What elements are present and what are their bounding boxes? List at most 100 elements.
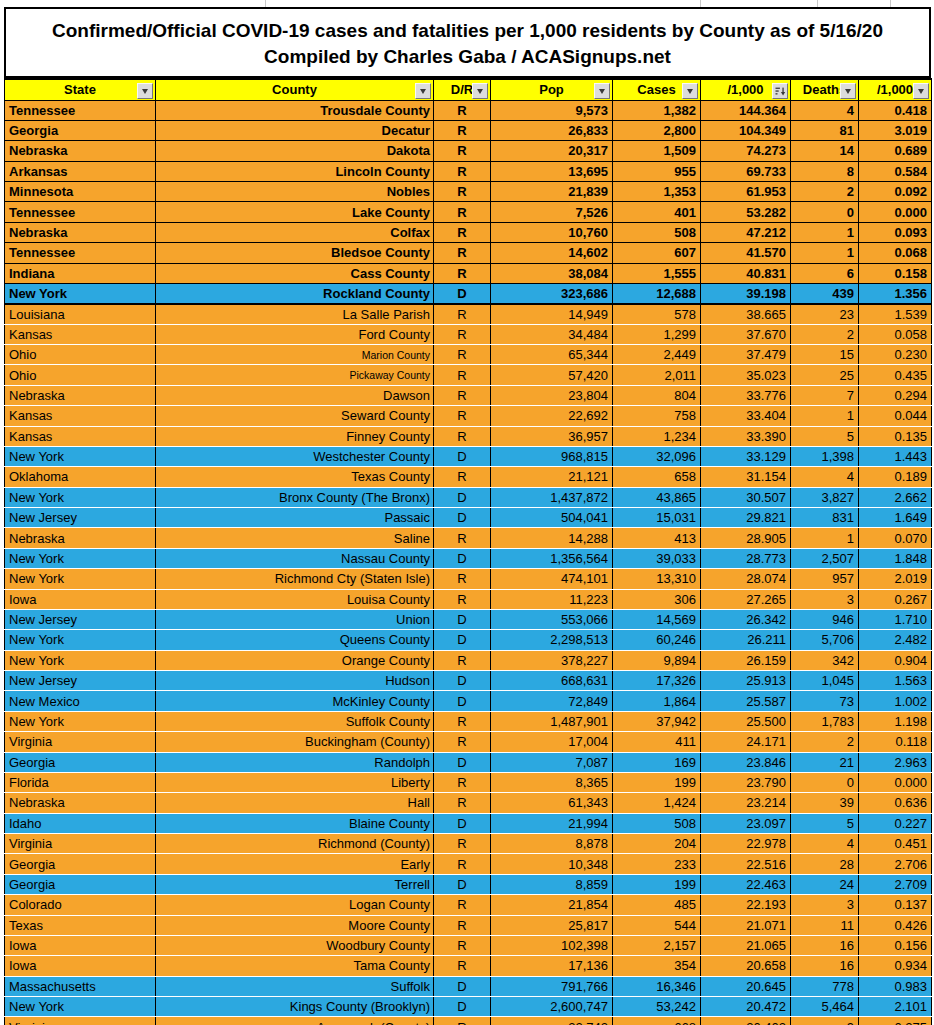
cell-population[interactable]: 791,766 xyxy=(491,976,613,996)
cell-party[interactable]: R xyxy=(434,1017,491,1025)
cell-deaths-per-1000[interactable]: 0.584 xyxy=(859,161,932,181)
cell-deaths-per-1000[interactable]: 0.275 xyxy=(859,1017,932,1025)
cell-party[interactable]: D xyxy=(434,874,491,894)
cell-county[interactable]: Trousdale County xyxy=(156,100,434,120)
cell-cases[interactable]: 607 xyxy=(613,243,701,263)
cell-cases[interactable]: 53,242 xyxy=(613,997,701,1017)
cell-cases-per-1000[interactable]: 26.159 xyxy=(701,650,791,670)
cell-party[interactable]: R xyxy=(434,569,491,589)
cell-cases-per-1000[interactable]: 24.171 xyxy=(701,732,791,752)
cell-party[interactable]: D xyxy=(434,609,491,629)
cell-deaths-per-1000[interactable]: 0.418 xyxy=(859,100,932,120)
cell-county[interactable]: Colfax xyxy=(156,222,434,242)
cell-cases-per-1000[interactable]: 25.500 xyxy=(701,711,791,731)
cell-county[interactable]: Terrell xyxy=(156,874,434,894)
cell-state[interactable]: New York xyxy=(5,650,156,670)
cell-state[interactable]: Nebraska xyxy=(5,222,156,242)
cell-deaths[interactable]: 14 xyxy=(791,141,859,161)
cell-state[interactable]: Kansas xyxy=(5,324,156,344)
cell-cases[interactable]: 204 xyxy=(613,834,701,854)
cell-cases-per-1000[interactable]: 33.776 xyxy=(701,385,791,405)
cell-party[interactable]: D xyxy=(434,976,491,996)
cell-deaths[interactable]: 1 xyxy=(791,222,859,242)
cell-deaths-per-1000[interactable]: 0.044 xyxy=(859,406,932,426)
cell-state[interactable]: New Jersey xyxy=(5,508,156,528)
cell-deaths[interactable]: 73 xyxy=(791,691,859,711)
cell-deaths-per-1000[interactable]: 0.689 xyxy=(859,141,932,161)
cell-population[interactable]: 8,878 xyxy=(491,834,613,854)
cell-population[interactable]: 1,437,872 xyxy=(491,487,613,507)
cell-party[interactable]: R xyxy=(434,243,491,263)
cell-population[interactable]: 72,849 xyxy=(491,691,613,711)
cell-deaths-per-1000[interactable]: 1.443 xyxy=(859,446,932,466)
cell-deaths[interactable]: 2 xyxy=(791,182,859,202)
cell-cases-per-1000[interactable]: 69.733 xyxy=(701,161,791,181)
cell-state[interactable]: Ohio xyxy=(5,345,156,365)
cell-cases[interactable]: 413 xyxy=(613,528,701,548)
cell-population[interactable]: 8,365 xyxy=(491,772,613,792)
cell-cases[interactable]: 60,246 xyxy=(613,630,701,650)
cell-cases-per-1000[interactable]: 23.097 xyxy=(701,813,791,833)
cell-party[interactable]: R xyxy=(434,263,491,283)
cell-deaths[interactable]: 3,827 xyxy=(791,487,859,507)
cell-population[interactable]: 17,136 xyxy=(491,956,613,976)
cell-county[interactable]: Richmond Cty (Staten Isle) xyxy=(156,569,434,589)
cell-population[interactable]: 14,949 xyxy=(491,304,613,324)
cell-cases[interactable]: 1,555 xyxy=(613,263,701,283)
cell-population[interactable]: 504,041 xyxy=(491,508,613,528)
cell-population[interactable]: 61,343 xyxy=(491,793,613,813)
cell-population[interactable]: 22,692 xyxy=(491,406,613,426)
header-pop[interactable]: Pop xyxy=(491,79,613,100)
cell-population[interactable]: 14,602 xyxy=(491,243,613,263)
cell-cases-per-1000[interactable]: 40.831 xyxy=(701,263,791,283)
cell-population[interactable]: 14,288 xyxy=(491,528,613,548)
cell-population[interactable]: 20,317 xyxy=(491,141,613,161)
deaths-per1000-filter-button[interactable] xyxy=(913,83,929,99)
cell-deaths[interactable]: 24 xyxy=(791,874,859,894)
cell-cases-per-1000[interactable]: 26.342 xyxy=(701,609,791,629)
cell-deaths-per-1000[interactable]: 2.019 xyxy=(859,569,932,589)
cell-deaths[interactable]: 2 xyxy=(791,324,859,344)
cell-deaths[interactable]: 4 xyxy=(791,100,859,120)
cell-state[interactable]: Virginia xyxy=(5,834,156,854)
cases-filter-button[interactable] xyxy=(682,83,698,99)
county-filter-button[interactable] xyxy=(415,83,431,99)
header-cases-per1000[interactable]: /1,000 xyxy=(701,79,791,100)
cell-party[interactable]: R xyxy=(434,528,491,548)
cell-county[interactable]: Westchester County xyxy=(156,446,434,466)
cell-party[interactable]: R xyxy=(434,834,491,854)
cell-county[interactable]: Suffolk xyxy=(156,976,434,996)
cell-deaths[interactable]: 831 xyxy=(791,508,859,528)
cell-state[interactable]: Georgia xyxy=(5,874,156,894)
cell-population[interactable]: 668,631 xyxy=(491,671,613,691)
cell-deaths-per-1000[interactable]: 2.709 xyxy=(859,874,932,894)
cell-county[interactable]: La Salle Parish xyxy=(156,304,434,324)
cell-population[interactable]: 11,223 xyxy=(491,589,613,609)
cell-deaths[interactable]: 0 xyxy=(791,202,859,222)
cell-cases-per-1000[interactable]: 41.570 xyxy=(701,243,791,263)
cell-county[interactable]: McKinley County xyxy=(156,691,434,711)
cell-cases-per-1000[interactable]: 33.390 xyxy=(701,426,791,446)
cell-county[interactable]: Cass County xyxy=(156,263,434,283)
cell-state[interactable]: Iowa xyxy=(5,935,156,955)
cell-cases[interactable]: 1,382 xyxy=(613,100,701,120)
cell-deaths-per-1000[interactable]: 1.848 xyxy=(859,548,932,568)
cell-deaths[interactable]: 6 xyxy=(791,263,859,283)
cell-deaths-per-1000[interactable]: 0.904 xyxy=(859,650,932,670)
cell-population[interactable]: 21,994 xyxy=(491,813,613,833)
cell-deaths-per-1000[interactable]: 1.710 xyxy=(859,609,932,629)
cell-state[interactable]: New York xyxy=(5,283,156,303)
cell-cases[interactable]: 2,011 xyxy=(613,365,701,385)
cell-deaths-per-1000[interactable]: 1.539 xyxy=(859,304,932,324)
cell-cases-per-1000[interactable]: 39.198 xyxy=(701,283,791,303)
cell-deaths[interactable]: 8 xyxy=(791,161,859,181)
cell-deaths-per-1000[interactable]: 0.934 xyxy=(859,956,932,976)
cell-cases[interactable]: 169 xyxy=(613,752,701,772)
cell-cases[interactable]: 1,299 xyxy=(613,324,701,344)
cell-cases-per-1000[interactable]: 28.773 xyxy=(701,548,791,568)
cell-deaths-per-1000[interactable]: 0.451 xyxy=(859,834,932,854)
cell-cases-per-1000[interactable]: 28.905 xyxy=(701,528,791,548)
cell-party[interactable]: D xyxy=(434,487,491,507)
cell-deaths[interactable]: 5 xyxy=(791,426,859,446)
cell-population[interactable]: 57,420 xyxy=(491,365,613,385)
